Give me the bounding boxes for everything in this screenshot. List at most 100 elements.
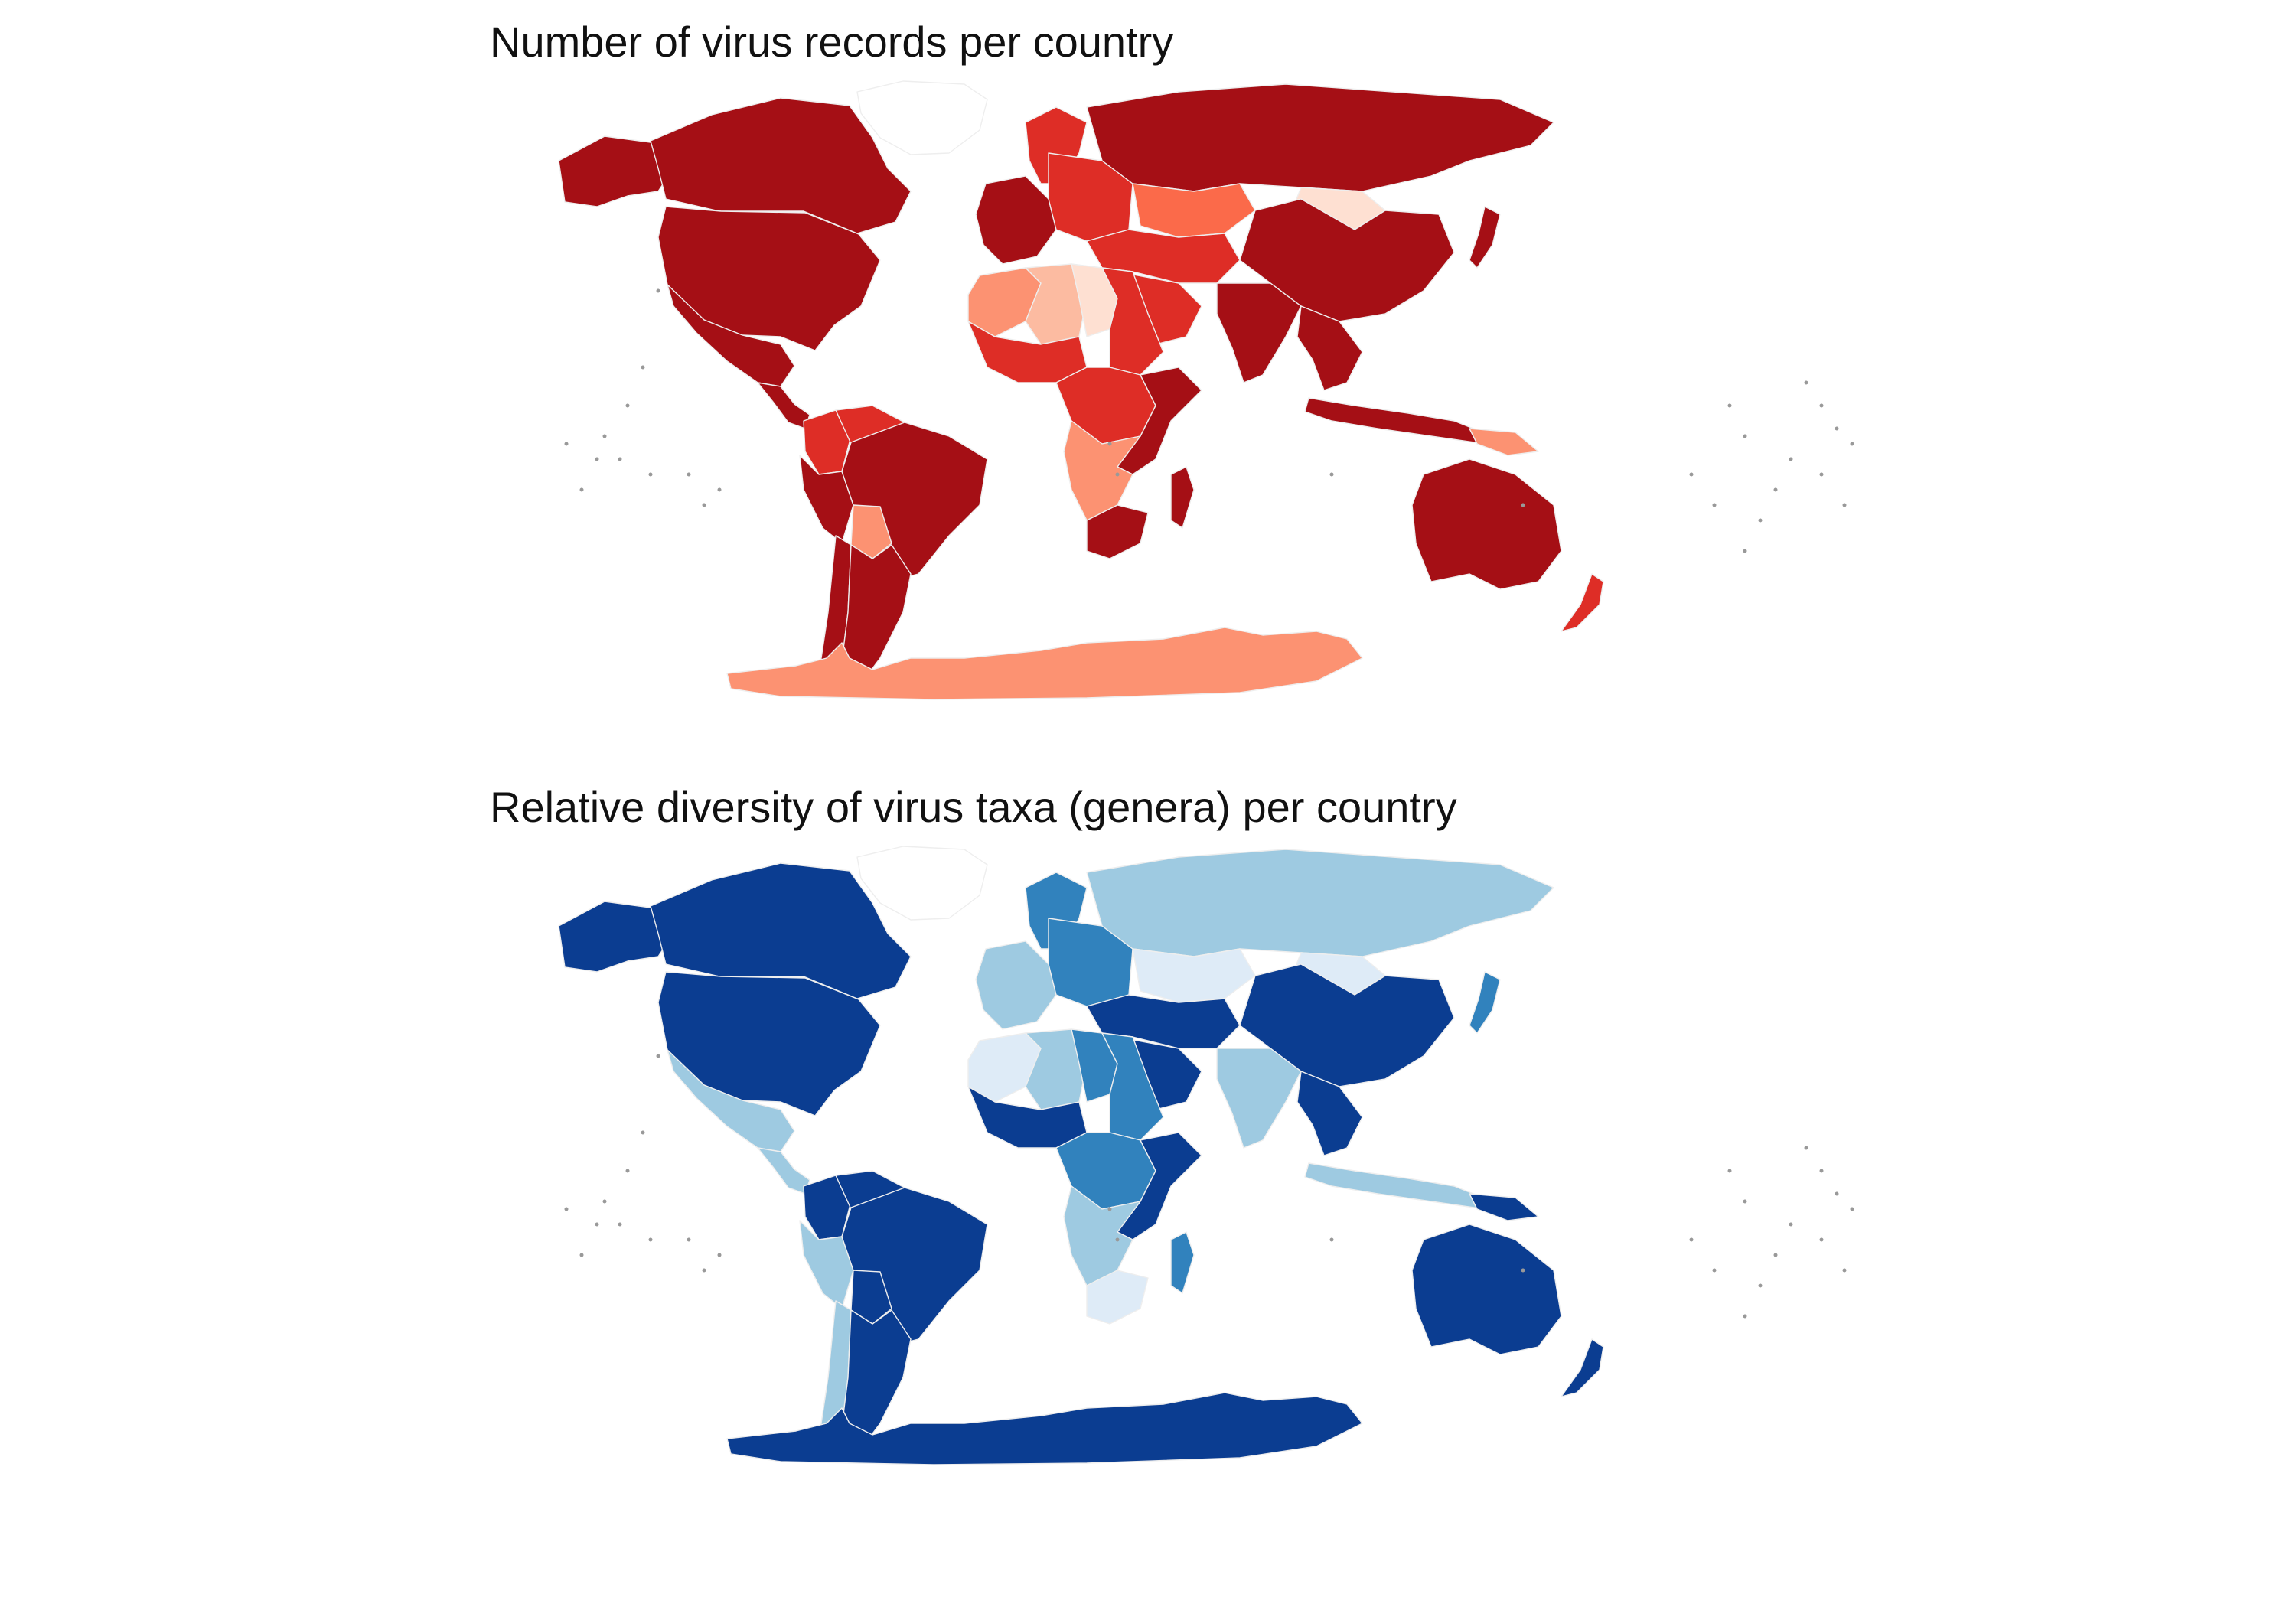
country-se-asia	[1296, 1071, 1363, 1156]
islet-marker	[687, 1237, 691, 1242]
country-south-africa	[1086, 504, 1149, 559]
islet-marker	[656, 288, 660, 293]
country-alaska	[558, 901, 674, 973]
country-russia	[1086, 849, 1554, 957]
country-kazakhstan	[1132, 948, 1256, 1003]
islet-marker	[1835, 1191, 1839, 1196]
diversity-map-panel: Relative diversity of virus taxa (genera…	[0, 765, 2296, 1530]
country-alaska	[558, 135, 674, 207]
country-russia	[1086, 83, 1554, 192]
country-png	[1469, 1193, 1539, 1221]
islet-marker	[1850, 1207, 1854, 1211]
country-brazil	[841, 422, 988, 582]
islet-marker	[1842, 503, 1847, 507]
islet-marker	[1773, 1253, 1778, 1257]
islet-marker	[1743, 1314, 1747, 1319]
islet-marker	[717, 487, 722, 492]
country-greenland	[856, 80, 988, 155]
islet-marker	[595, 457, 599, 461]
islet-marker	[1727, 1169, 1732, 1173]
country-south-africa	[1086, 1270, 1149, 1325]
country-kazakhstan	[1132, 183, 1256, 238]
islet-marker	[641, 365, 645, 370]
country-w-europe	[975, 175, 1057, 265]
islet-marker	[1329, 1237, 1334, 1242]
country-indonesia	[1304, 1162, 1493, 1210]
islet-marker	[1107, 442, 1112, 446]
islet-marker	[625, 1169, 630, 1173]
country-indonesia	[1304, 397, 1493, 445]
islet-marker	[1789, 1222, 1793, 1227]
map-title: Relative diversity of virus taxa (genera…	[490, 783, 1457, 831]
islet-marker	[1712, 503, 1717, 507]
islet-marker	[1329, 472, 1334, 477]
country-png	[1469, 428, 1539, 456]
country-antarctica	[726, 1392, 1363, 1465]
country-india	[1216, 282, 1302, 383]
country-w-europe	[975, 940, 1057, 1030]
country-argentina	[840, 1309, 912, 1455]
islet-marker	[687, 472, 691, 477]
country-e-africa	[1117, 367, 1202, 475]
islet-marker	[1743, 434, 1747, 438]
islet-marker	[1758, 1283, 1763, 1288]
country-canada	[650, 862, 912, 999]
country-peru	[799, 455, 854, 544]
country-antarctica	[726, 627, 1363, 700]
islet-marker	[702, 503, 706, 507]
country-bolivia	[850, 504, 892, 559]
islet-marker	[1819, 403, 1824, 408]
islet-marker	[1835, 426, 1839, 431]
islet-marker	[648, 1237, 653, 1242]
country-australia	[1411, 458, 1562, 590]
country-canada	[650, 97, 912, 234]
islet-marker	[1689, 472, 1694, 477]
islet-marker	[618, 457, 622, 461]
country-japan	[1469, 206, 1501, 269]
islet-marker	[564, 442, 569, 446]
country-bolivia	[850, 1270, 892, 1325]
islet-marker	[579, 1253, 584, 1257]
country-se-asia	[1296, 305, 1363, 391]
islet-marker	[595, 1222, 599, 1227]
islet-marker	[1743, 1199, 1747, 1204]
islet-marker	[1521, 1268, 1525, 1273]
country-madagascar	[1170, 466, 1195, 529]
world-map	[558, 846, 1854, 1465]
islet-marker	[1521, 503, 1525, 507]
islet-marker	[656, 1054, 660, 1058]
country-brazil	[841, 1187, 988, 1348]
country-india	[1216, 1048, 1302, 1149]
islet-marker	[579, 487, 584, 492]
islet-marker	[1115, 1237, 1120, 1242]
islet-marker	[648, 472, 653, 477]
islet-marker	[564, 1207, 569, 1211]
country-s-africa-mid	[1063, 420, 1141, 521]
islet-marker	[1819, 1237, 1824, 1242]
world-map	[558, 80, 1854, 700]
country-new-zealand	[1561, 573, 1604, 632]
islet-marker	[1804, 1146, 1808, 1150]
islet-marker	[641, 1130, 645, 1135]
country-japan	[1469, 971, 1501, 1034]
islet-marker	[1842, 1268, 1847, 1273]
country-e-africa	[1117, 1132, 1202, 1240]
map-title: Number of virus records per country	[490, 18, 1174, 66]
islet-marker	[717, 1253, 722, 1257]
islet-marker	[1115, 472, 1120, 477]
islet-marker	[1758, 518, 1763, 523]
islet-marker	[602, 1199, 607, 1204]
country-argentina	[840, 544, 912, 689]
country-central-america	[757, 382, 810, 429]
islet-marker	[1850, 442, 1854, 446]
islet-marker	[1107, 1207, 1112, 1211]
country-central-america	[757, 1147, 810, 1195]
islet-marker	[1743, 549, 1747, 553]
islet-marker	[1689, 1237, 1694, 1242]
islet-marker	[618, 1222, 622, 1227]
country-australia	[1411, 1224, 1562, 1355]
country-s-africa-mid	[1063, 1185, 1141, 1286]
country-peru	[799, 1220, 854, 1309]
islet-marker	[1819, 1169, 1824, 1173]
country-new-zealand	[1561, 1338, 1604, 1397]
